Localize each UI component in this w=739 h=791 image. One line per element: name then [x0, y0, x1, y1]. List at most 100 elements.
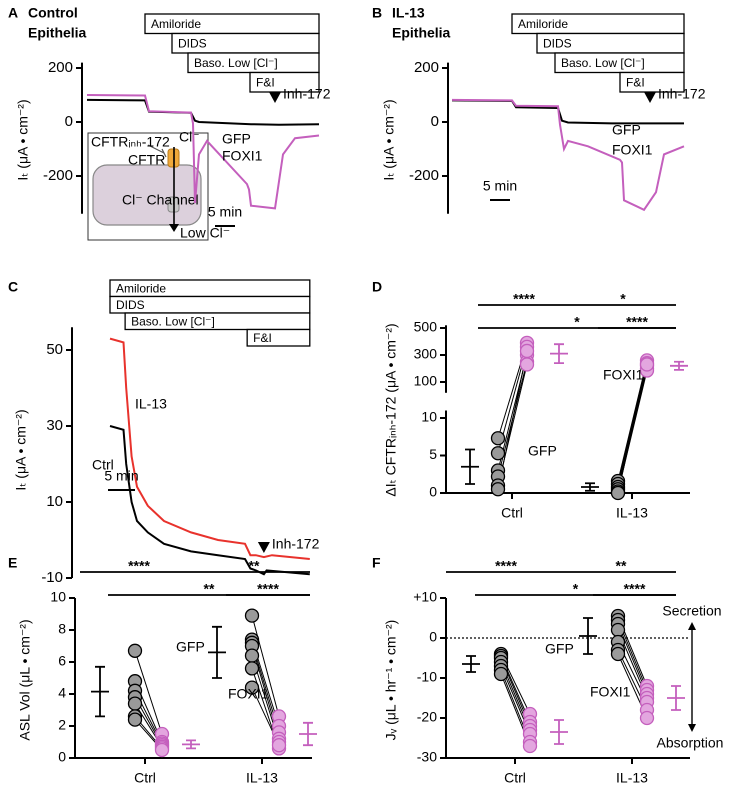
y-axis-label: Iₜ (μA • cm⁻²) [381, 99, 397, 180]
treatment-label: F&I [626, 75, 645, 89]
trace [451, 99, 684, 125]
data-point [490, 482, 506, 497]
y-axis-label: Jᵥ (μL • hr⁻¹ • cm⁻²) [383, 620, 399, 741]
significance-label: **** [257, 581, 279, 597]
x-tick-label: Ctrl [134, 770, 156, 786]
inset-low: Low Cl⁻ [180, 225, 230, 241]
trace [109, 337, 310, 560]
pair-line [617, 364, 648, 494]
significance-label: **** [128, 558, 150, 574]
inhibitor-marker [257, 542, 270, 553]
trace [86, 94, 320, 210]
series-label: FOXI1 [590, 684, 631, 700]
inhibitor-label: Inh-172 [658, 86, 706, 102]
y-tick-label: -10 [41, 569, 63, 586]
y-tick-label: 6 [58, 653, 66, 669]
inset-other: Cl⁻ Channel [122, 192, 199, 208]
significance-label: * [620, 291, 626, 307]
series-label: IL-13 [135, 396, 167, 412]
data-point [610, 622, 626, 638]
data-point [519, 357, 535, 372]
y-tick-label: 10 [50, 589, 66, 605]
data-point [519, 343, 535, 359]
series-label: GFP [222, 131, 251, 147]
treatment-label: Amiloride [151, 17, 201, 31]
scale-bar-label: 5 min [483, 178, 517, 194]
scale-bar-label: 5 min [104, 468, 138, 484]
trace [451, 98, 685, 212]
y-tick-label: -30 [417, 749, 437, 765]
treatment-label: DIDS [178, 36, 207, 50]
y-tick-label: 30 [46, 417, 63, 434]
inhibitor-marker [269, 92, 281, 103]
significance-label: **** [624, 581, 646, 597]
y-tick-label: +10 [413, 589, 437, 605]
significance-label: ** [204, 581, 215, 597]
panel-title: Epithelia [392, 25, 451, 41]
data-point [127, 696, 143, 711]
trace [86, 98, 320, 126]
significance-label: **** [626, 314, 648, 330]
significance-label: ** [616, 558, 627, 574]
data-point [244, 680, 260, 695]
significance-label: **** [495, 558, 517, 574]
y-tick-label: 50 [46, 341, 63, 358]
y-tick-label: 4 [58, 685, 66, 701]
data-point [244, 661, 260, 676]
data-point [639, 357, 655, 372]
y-tick-label: 500 [414, 319, 438, 335]
treatment-label: Baso. Low [Cl⁻] [131, 314, 215, 328]
inhibitor-label: Inh-172 [283, 86, 331, 102]
series-label: FOXI1 [603, 367, 644, 383]
y-axis-label: ASL Vol (μL • cm⁻²) [17, 619, 33, 740]
data-point [493, 666, 509, 682]
data-point [490, 446, 506, 461]
pair-line [251, 615, 280, 717]
y-tick-label: 200 [48, 59, 73, 76]
treatment-label: F&I [253, 331, 272, 345]
data-point [522, 738, 538, 754]
treatment-box [249, 71, 320, 93]
y-tick-label: -10 [417, 669, 437, 685]
inhibitor-bar [147, 144, 167, 158]
inset-cftr: CFTR [128, 152, 165, 168]
panel-title: Epithelia [28, 25, 87, 41]
treatment-label: F&I [256, 75, 275, 89]
data-point [610, 485, 626, 501]
y-tick-label: 300 [414, 346, 438, 362]
y-tick-label: -200 [409, 167, 439, 184]
pair-line [617, 362, 648, 485]
y-tick-label: 10 [46, 493, 63, 510]
y-tick-label: 0 [431, 113, 439, 130]
y-tick-label: -20 [417, 709, 437, 725]
series-label: GFP [528, 443, 557, 459]
treatment-label: Amiloride [116, 281, 166, 295]
x-tick-label: IL-13 [616, 505, 648, 521]
data-point [127, 643, 143, 658]
data-point [271, 738, 287, 753]
x-tick-label: IL-13 [246, 770, 278, 786]
scale-bar-label: 5 min [208, 204, 242, 220]
y-tick-label: -200 [43, 167, 73, 184]
trace [109, 425, 310, 576]
y-tick-label: 200 [414, 59, 439, 76]
inhibitor-marker [644, 92, 656, 103]
inset: CFTRᵢₙₕ-172 Cl⁻ CFTR Cl⁻ Channel Low Cl⁻ [87, 129, 230, 241]
x-tick-label: Ctrl [504, 770, 526, 786]
pair-line [134, 650, 163, 735]
y-tick-label: 100 [414, 373, 438, 389]
treatment-label: DIDS [543, 36, 572, 50]
significance-label: ** [249, 558, 260, 574]
significance-label: * [573, 581, 579, 597]
series-label: GFP [545, 641, 574, 657]
series-label: FOXI1 [222, 148, 263, 164]
treatment-label: DIDS [116, 298, 145, 312]
panel-letter: C [8, 279, 18, 295]
data-point [154, 742, 170, 758]
series-label: GFP [176, 639, 205, 655]
y-tick-label: 5 [429, 446, 437, 462]
panel-title: IL-13 [392, 5, 425, 21]
panel-title: Control [28, 5, 78, 21]
x-tick-label: Ctrl [501, 505, 523, 521]
series-label: FOXI1 [228, 686, 269, 702]
